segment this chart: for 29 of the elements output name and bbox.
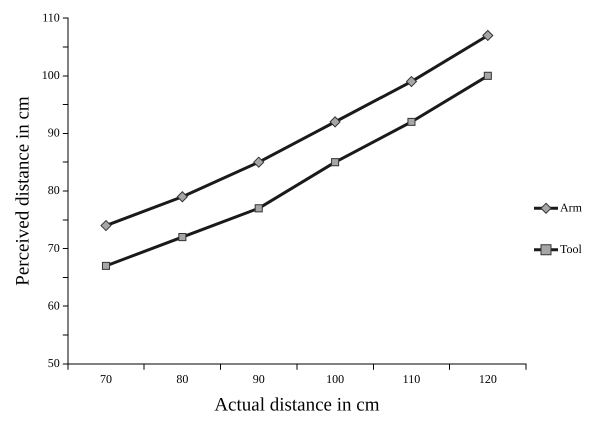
point (482, 30, 494, 41)
y-tick-label: 90 (48, 126, 60, 140)
point (484, 72, 492, 80)
y-axis-title: Perceived distance in cm (12, 96, 34, 286)
x-axis-title: Actual distance in cm (214, 394, 380, 416)
y-tick-label: 100 (42, 68, 60, 82)
point (330, 116, 341, 128)
point (100, 220, 112, 232)
y-tick-label: 50 (48, 356, 60, 370)
legend-label: Tool (560, 242, 582, 256)
x-tick-label: 100 (326, 372, 344, 386)
point (176, 191, 188, 202)
x-tick-label: 110 (402, 372, 420, 386)
point (406, 76, 417, 88)
y-tick-label: 60 (48, 298, 60, 312)
point (331, 158, 340, 166)
x-tick-label: 120 (478, 372, 497, 386)
x-tick-label: 70 (100, 372, 112, 386)
point (407, 118, 416, 126)
point (253, 156, 264, 168)
y-tick-label: 80 (48, 183, 60, 198)
x-tick-label: 80 (176, 372, 188, 386)
point (102, 262, 110, 270)
legend-label: Arm (560, 200, 583, 214)
point (178, 233, 186, 242)
y-tick-label: 110 (42, 10, 60, 24)
point (254, 204, 263, 212)
x-tick-label: 90 (252, 372, 265, 386)
y-tick-label: 70 (48, 240, 60, 255)
